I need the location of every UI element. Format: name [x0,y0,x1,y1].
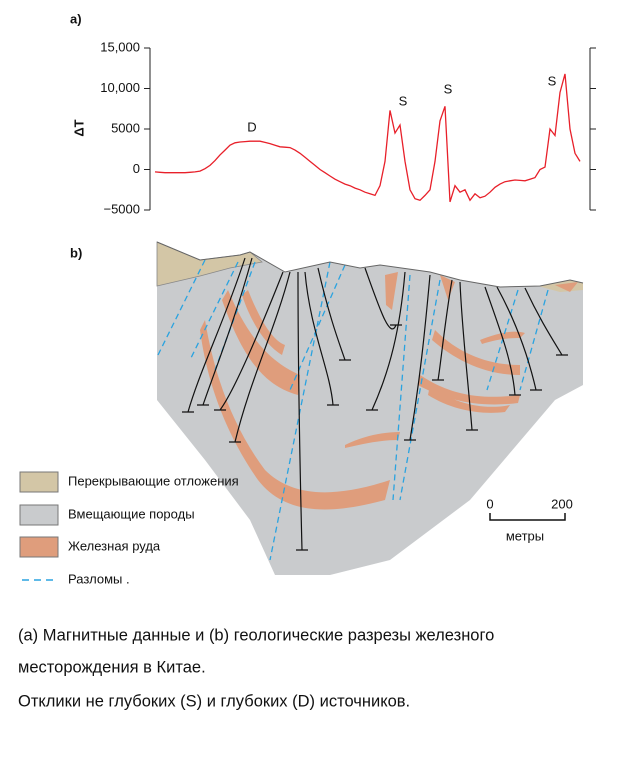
caption: (a) Магнитные данные и (b) геологические… [18,626,494,644]
y-tick-label: −5000 [103,201,140,216]
caption: Отклики не глубоких (S) и глубоких (D) и… [18,692,410,710]
caption: месторождения в Китае. [18,658,206,676]
legend-label: Вмещающие породы [68,506,195,521]
y-tick-label: 0 [133,161,140,176]
scale-label: 200 [551,496,573,511]
scale-bar [489,513,566,521]
scale-label: 0 [486,496,493,511]
annotation: S [548,73,557,88]
y-tick-label: 15,000 [100,39,140,54]
legend-swatch [19,471,59,493]
annotation: S [444,81,453,96]
legend-label: Перекрывающие отложения [68,473,239,488]
annotation: S [399,93,408,108]
panel-label: b) [70,245,82,260]
legend-swatch [19,504,59,526]
panel-label: a) [70,11,82,26]
y-axis-label: ΔT [71,119,86,136]
legend-label: Железная руда [68,538,161,553]
legend-swatch [19,536,59,558]
section [156,241,584,575]
y-tick-label: 10,000 [100,80,140,95]
drill-hole [182,257,568,551]
surface [156,241,584,288]
annotation: D [247,119,256,134]
y-tick-label: 5000 [111,120,140,135]
legend-label: Разломы . [68,571,130,586]
data-line [154,73,581,203]
scale-unit: метры [506,528,544,543]
